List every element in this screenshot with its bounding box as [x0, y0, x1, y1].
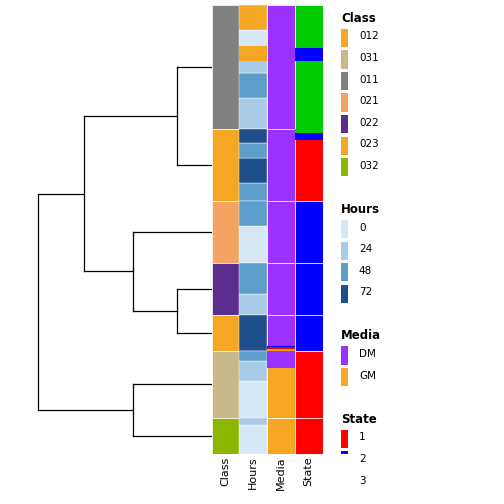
Bar	[239, 73, 267, 98]
Text: 2: 2	[359, 454, 365, 464]
Bar	[295, 418, 323, 454]
Bar	[239, 351, 267, 361]
Bar	[239, 361, 267, 381]
Bar	[212, 129, 239, 201]
Bar	[239, 46, 267, 61]
Text: 3: 3	[359, 475, 365, 485]
Bar	[295, 133, 323, 140]
Bar	[341, 346, 348, 365]
Text: 72: 72	[359, 287, 372, 297]
Text: 24: 24	[359, 244, 372, 254]
Bar	[341, 430, 348, 448]
Text: 032: 032	[359, 161, 379, 171]
Bar	[212, 315, 239, 351]
Bar	[295, 263, 323, 315]
Bar	[295, 315, 323, 351]
Text: 011: 011	[359, 75, 379, 85]
Text: 0: 0	[359, 223, 365, 232]
Bar	[239, 30, 267, 48]
Bar	[341, 137, 348, 155]
Bar	[239, 98, 267, 129]
Bar	[239, 183, 267, 201]
Bar	[267, 315, 295, 351]
Text: 021: 021	[359, 96, 379, 106]
Bar	[267, 263, 295, 315]
Bar	[341, 452, 348, 470]
Text: GM: GM	[359, 370, 376, 381]
Bar	[341, 220, 348, 238]
Bar	[267, 418, 295, 454]
Bar	[212, 263, 239, 315]
Bar	[295, 201, 323, 263]
Bar	[341, 94, 348, 112]
Bar	[295, 351, 323, 418]
Text: 031: 031	[359, 53, 379, 63]
Bar	[239, 315, 267, 351]
Bar	[212, 418, 239, 454]
Bar	[212, 201, 239, 263]
Bar	[295, 48, 323, 61]
Bar	[295, 129, 323, 133]
Bar	[212, 5, 239, 129]
Bar	[341, 241, 348, 260]
Bar	[267, 5, 295, 129]
Bar	[239, 5, 267, 30]
Bar	[239, 129, 267, 144]
Text: 023: 023	[359, 139, 379, 149]
Bar	[239, 225, 267, 263]
Bar	[341, 473, 348, 491]
Text: 1: 1	[359, 432, 365, 443]
Bar	[341, 368, 348, 387]
Bar	[267, 201, 295, 263]
Bar	[239, 425, 267, 454]
Bar	[239, 48, 267, 73]
Bar	[267, 349, 295, 351]
Bar	[267, 347, 295, 349]
Bar	[212, 351, 239, 418]
Bar	[341, 158, 348, 176]
Text: Class: Class	[341, 12, 375, 25]
Bar	[239, 144, 267, 158]
Text: Hours: Hours	[341, 203, 380, 216]
Bar	[239, 294, 267, 315]
Text: DM: DM	[359, 349, 376, 359]
Bar	[341, 115, 348, 134]
Bar	[341, 72, 348, 90]
Bar	[267, 129, 295, 201]
Bar	[341, 263, 348, 281]
Bar	[239, 201, 267, 225]
Text: Media: Media	[341, 329, 381, 342]
Bar	[295, 5, 323, 129]
Text: 48: 48	[359, 266, 372, 276]
Text: 012: 012	[359, 31, 379, 41]
Bar	[341, 50, 348, 69]
Bar	[341, 285, 348, 303]
Bar	[239, 263, 267, 294]
Bar	[239, 158, 267, 183]
Bar	[341, 29, 348, 47]
Bar	[267, 351, 295, 368]
Bar	[267, 346, 295, 347]
Bar	[239, 381, 267, 418]
Bar	[267, 351, 295, 418]
Text: State: State	[341, 413, 376, 426]
Bar	[239, 418, 267, 425]
Bar	[295, 129, 323, 201]
Text: 022: 022	[359, 117, 379, 128]
